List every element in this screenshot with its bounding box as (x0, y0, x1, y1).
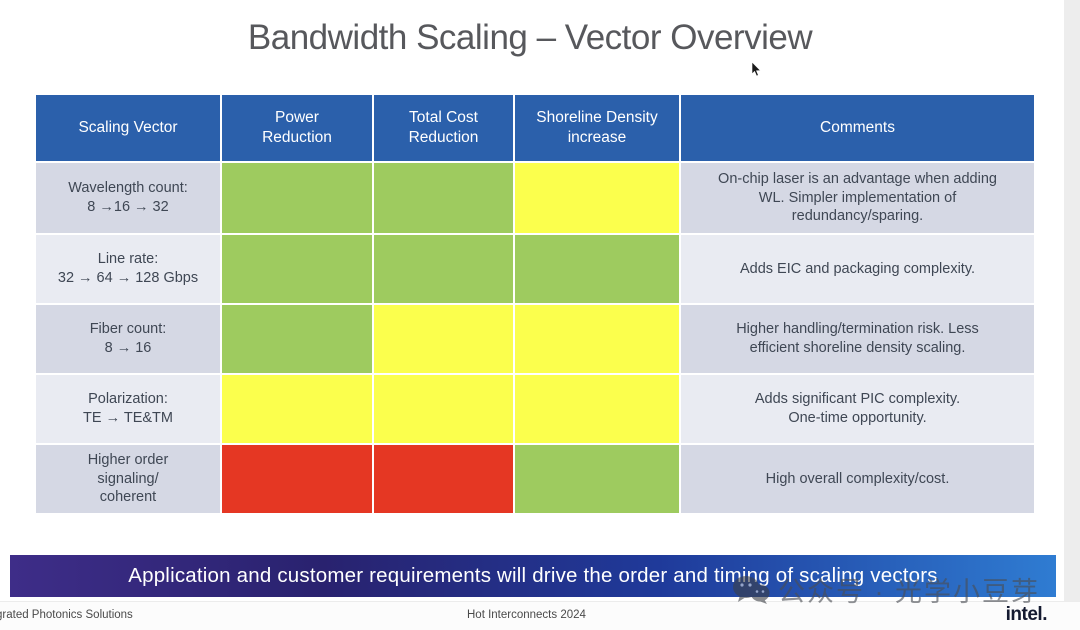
watermark-text: 公众号 · 光学小豆芽 (778, 577, 1040, 607)
rating-cell-polarization-cost (374, 375, 513, 443)
footer-conference: Hot Interconnects 2024 (467, 609, 586, 621)
rating-cell-wavelength-cost (374, 163, 513, 233)
rating-cell-wavelength-shoreline (515, 163, 679, 233)
footer: grated Photonics Solutions Hot Interconn… (0, 601, 1080, 630)
row-label-line-rate: Line rate: 32 → 64 → 128 Gbps (36, 235, 220, 303)
rating-cell-linerate-shoreline (515, 235, 679, 303)
rating-cell-linerate-cost (374, 235, 513, 303)
rating-cell-linerate-power (222, 235, 372, 303)
comment-cell-polarization: Adds significant PIC complexity. One-tim… (681, 375, 1034, 443)
row-label-polarization: Polarization: TE → TE&TM (36, 375, 220, 443)
rating-cell-signaling-cost (374, 445, 513, 513)
intel-logo: intel. (1005, 604, 1048, 625)
comment-cell-wavelength: On-chip laser is an advantage when addin… (681, 163, 1034, 233)
rating-cell-wavelength-power (222, 163, 372, 233)
col-header-scaling-vector: Scaling Vector (36, 95, 220, 161)
col-header-shoreline-density: Shoreline Density increase (515, 95, 679, 161)
col-header-total-cost-reduction: Total Cost Reduction (374, 95, 513, 161)
footer-affiliation: grated Photonics Solutions (0, 609, 133, 621)
scaling-vector-table: Scaling Vector Power Reduction Total Cos… (36, 95, 1034, 513)
viewer-gutter (1064, 0, 1080, 602)
row-label-fiber-count: Fiber count: 8 → 16 (36, 305, 220, 373)
rating-cell-fiber-cost (374, 305, 513, 373)
row-label-wavelength-count: Wavelength count: 8 →16 → 32 (36, 163, 220, 233)
wechat-icon (733, 575, 770, 604)
col-header-power-reduction: Power Reduction (222, 95, 372, 161)
rating-cell-polarization-shoreline (515, 375, 679, 443)
rating-cell-fiber-power (222, 305, 372, 373)
comment-cell-fiber: Higher handling/termination risk. Less e… (681, 305, 1034, 373)
slide-title: Bandwidth Scaling – Vector Overview (247, 18, 813, 57)
rating-cell-fiber-shoreline (515, 305, 679, 373)
rating-cell-signaling-shoreline (515, 445, 679, 513)
mouse-cursor (751, 62, 762, 77)
rating-cell-polarization-power (222, 375, 372, 443)
col-header-comments: Comments (681, 95, 1034, 161)
comment-cell-signaling: High overall complexity/cost. (681, 445, 1034, 513)
comment-cell-linerate: Adds EIC and packaging complexity. (681, 235, 1034, 303)
row-label-higher-order-signaling: Higher order signaling/ coherent (36, 445, 220, 513)
rating-cell-signaling-power (222, 445, 372, 513)
watermark: 公众号 · 光学小豆芽 (732, 570, 1040, 609)
